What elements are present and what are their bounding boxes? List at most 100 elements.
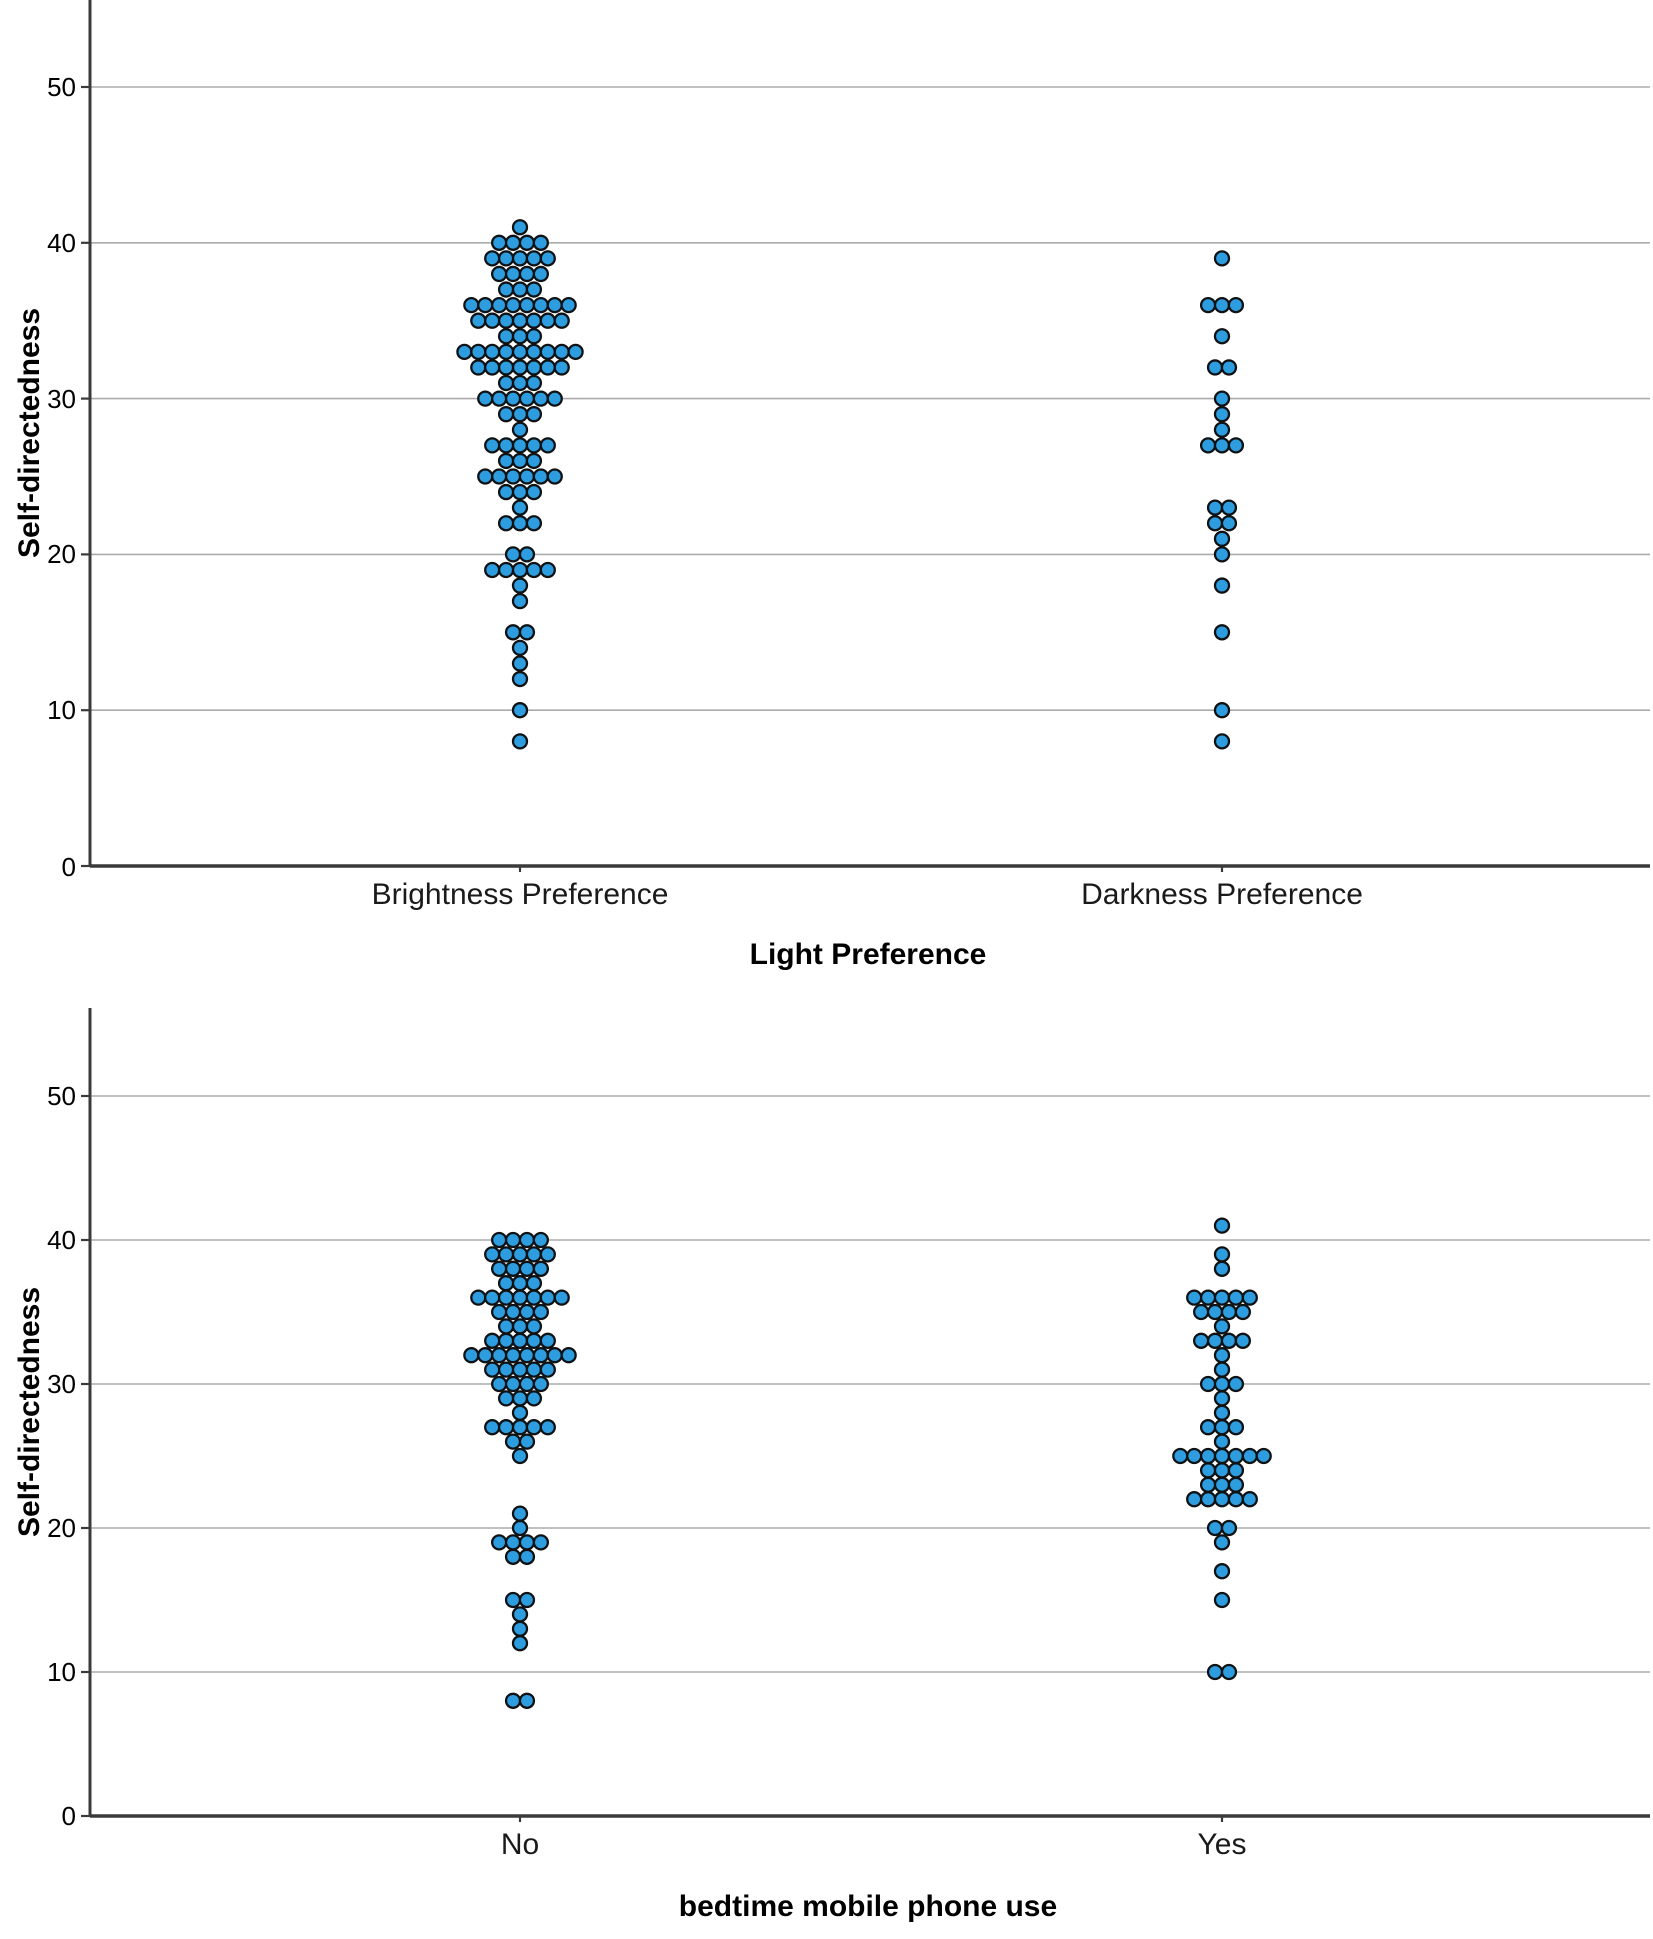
data-dot <box>497 343 515 361</box>
data-dot <box>484 343 501 361</box>
data-dot <box>484 359 501 376</box>
data-dot <box>518 1692 536 1709</box>
data-dot <box>497 312 515 329</box>
data-dot <box>1213 406 1231 423</box>
data-dot <box>525 1246 543 1263</box>
data-dot <box>484 561 501 579</box>
data-dot <box>490 265 508 283</box>
data-dot <box>504 1692 522 1709</box>
data-dot <box>1186 1447 1203 1465</box>
data-dot <box>511 1390 529 1407</box>
data-dot <box>518 265 536 283</box>
data-dot <box>1213 1390 1231 1407</box>
data-dot <box>511 1361 529 1378</box>
y-axis-title-top: Self-directedness <box>13 307 46 559</box>
data-dot <box>1213 1318 1231 1335</box>
data-dot <box>518 1260 536 1277</box>
data-dot <box>1234 1332 1251 1349</box>
data-dot <box>1220 499 1238 516</box>
data-dot <box>484 312 501 329</box>
data-dot <box>470 343 487 361</box>
data-dot <box>1199 1476 1217 1493</box>
data-dot <box>1213 1462 1231 1479</box>
data-dot <box>1186 1289 1203 1306</box>
data-dot <box>511 733 529 750</box>
data-dot <box>511 702 529 719</box>
data-dot <box>1199 437 1217 454</box>
data-dot <box>525 1332 543 1349</box>
data-dot <box>511 312 529 329</box>
data-dot <box>1213 577 1231 594</box>
data-dot <box>1227 1462 1245 1479</box>
data-dot <box>525 1390 543 1407</box>
data-dot <box>497 437 515 454</box>
data-dot <box>511 421 529 438</box>
data-dot <box>1213 1404 1231 1421</box>
data-dot <box>511 592 529 610</box>
data-dot <box>477 296 494 314</box>
data-dot <box>511 1620 529 1637</box>
data-dot <box>477 468 494 485</box>
data-dot <box>525 250 543 267</box>
data-dot <box>504 1303 522 1321</box>
data-dot <box>470 312 487 329</box>
data-dot <box>518 1375 536 1393</box>
data-dot <box>1213 250 1231 267</box>
data-dot <box>504 1260 522 1277</box>
data-dot <box>1199 1289 1217 1306</box>
data-dot <box>539 1419 556 1436</box>
data-dot <box>504 1347 522 1364</box>
data-dot <box>1206 515 1224 532</box>
category-label-brightness: Brightness Preference <box>371 878 669 911</box>
data-dot <box>539 1246 556 1263</box>
data-dot <box>497 1318 515 1335</box>
data-dot <box>484 437 501 454</box>
data-dot <box>1206 499 1224 516</box>
data-dot <box>511 281 529 298</box>
data-dot <box>504 624 522 641</box>
y-tick-label: 50 <box>47 1081 76 1111</box>
data-dot <box>511 1404 529 1421</box>
data-dot <box>1213 1563 1231 1580</box>
data-dot <box>1213 1534 1231 1551</box>
data-dot <box>497 483 515 501</box>
data-dot <box>518 234 536 251</box>
data-dot <box>490 1260 508 1277</box>
data-dot <box>532 1303 549 1321</box>
data-dot <box>539 1289 556 1306</box>
data-dot <box>511 374 529 392</box>
y-tick-label: 20 <box>47 1513 76 1543</box>
data-dot <box>525 1275 543 1292</box>
data-dot <box>497 1246 515 1263</box>
data-dot <box>518 1534 536 1551</box>
data-dot <box>504 1375 522 1393</box>
data-dot <box>546 390 563 407</box>
data-dot <box>490 468 508 485</box>
data-dot <box>525 312 543 329</box>
data-dot <box>511 406 529 423</box>
data-dot <box>1199 1419 1217 1436</box>
data-dot <box>518 468 536 485</box>
data-dot <box>504 296 522 314</box>
data-dot <box>1220 515 1238 532</box>
data-dot <box>497 452 515 470</box>
data-dot <box>511 452 529 470</box>
data-dot <box>1199 1375 1217 1393</box>
data-dot <box>525 374 543 392</box>
data-dot <box>525 1361 543 1378</box>
data-dot <box>1213 624 1231 641</box>
data-dot <box>560 296 577 314</box>
data-dot <box>511 577 529 594</box>
data-dot <box>1255 1447 1272 1465</box>
data-dot <box>497 374 515 392</box>
data-dot <box>518 1303 536 1321</box>
data-dot <box>511 655 529 672</box>
data-dot <box>511 1505 529 1522</box>
data-dot <box>525 359 543 376</box>
data-dot <box>497 281 515 298</box>
data-dot <box>1241 1447 1258 1465</box>
data-dot <box>546 1347 563 1364</box>
data-dot <box>511 1289 529 1306</box>
data-dot <box>518 1591 536 1609</box>
